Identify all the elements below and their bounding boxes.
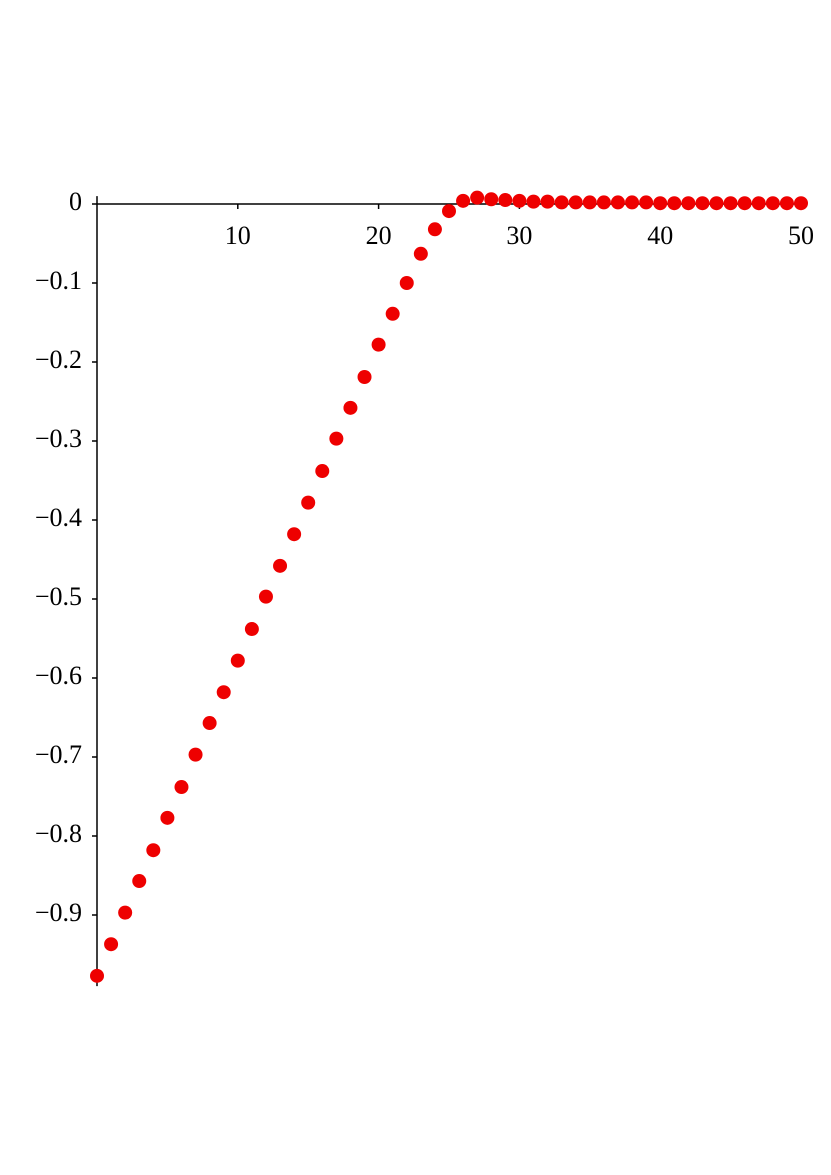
x-tick-label: 20 [366, 221, 392, 250]
y-tick-label: −0.4 [35, 503, 82, 532]
y-tick-label: −0.8 [35, 819, 82, 848]
x-tick-label: 10 [225, 221, 251, 250]
y-tick-label: −0.1 [35, 266, 82, 295]
point [118, 905, 133, 920]
y-tick-label: −0.3 [35, 424, 82, 453]
point [343, 400, 358, 415]
point [456, 193, 471, 208]
point [174, 780, 189, 795]
point [273, 558, 288, 573]
point [216, 685, 231, 700]
point [301, 495, 316, 510]
x-tick-label: 30 [506, 221, 532, 250]
point [554, 195, 569, 210]
point [540, 194, 555, 209]
point [230, 653, 245, 668]
point [427, 222, 442, 237]
point [202, 716, 217, 731]
point [568, 195, 583, 210]
point [596, 195, 611, 210]
y-tick-label: 0 [69, 187, 82, 216]
point [371, 337, 386, 352]
point [681, 196, 696, 211]
point [385, 306, 400, 321]
point [160, 810, 175, 825]
point [413, 246, 428, 261]
point [765, 196, 780, 211]
point [512, 193, 527, 208]
point [582, 195, 597, 210]
point [625, 195, 640, 210]
point [723, 196, 738, 211]
point [244, 622, 259, 637]
point [737, 196, 752, 211]
point [779, 196, 794, 211]
point [484, 192, 499, 207]
x-tick-label: 40 [647, 221, 673, 250]
point [667, 196, 682, 211]
point [610, 195, 625, 210]
y-tick-label: −0.6 [35, 661, 82, 690]
point [132, 874, 147, 889]
y-tick-label: −0.7 [35, 740, 82, 769]
point [470, 190, 485, 205]
y-tick-label: −0.2 [35, 345, 82, 374]
point [188, 747, 203, 762]
point [498, 193, 513, 208]
y-tick-label: −0.9 [35, 898, 82, 927]
point [399, 276, 414, 290]
point [104, 937, 119, 952]
point [695, 196, 710, 211]
point [442, 204, 456, 219]
point [146, 843, 161, 858]
point [639, 195, 654, 210]
point [709, 196, 724, 211]
point [794, 196, 808, 211]
y-tick-label: −0.5 [35, 582, 82, 611]
point [258, 589, 273, 604]
point [329, 431, 344, 446]
point [287, 527, 302, 542]
point [751, 196, 766, 211]
point [526, 194, 541, 209]
point [90, 968, 104, 983]
x-tick-label: 50 [788, 221, 814, 250]
point [653, 196, 668, 211]
point [315, 464, 330, 479]
point [357, 370, 372, 385]
